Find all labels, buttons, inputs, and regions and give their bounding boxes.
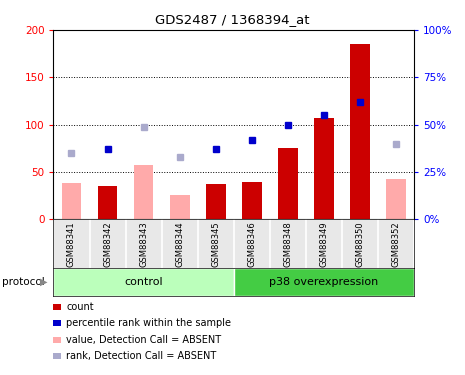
Text: value, Detection Call = ABSENT: value, Detection Call = ABSENT <box>66 335 222 345</box>
Text: GSM88341: GSM88341 <box>67 221 76 267</box>
Text: GSM88345: GSM88345 <box>211 221 220 267</box>
Bar <box>278 148 298 219</box>
Bar <box>314 118 334 219</box>
Text: GSM88348: GSM88348 <box>283 221 292 267</box>
Text: count: count <box>66 302 94 312</box>
Text: GSM88344: GSM88344 <box>175 221 184 267</box>
Text: GSM88342: GSM88342 <box>103 221 112 267</box>
Text: GSM88352: GSM88352 <box>392 221 400 267</box>
Bar <box>386 178 406 219</box>
Bar <box>53 268 234 296</box>
Bar <box>170 195 190 219</box>
Bar <box>242 182 262 219</box>
Text: ▶: ▶ <box>40 277 47 287</box>
Bar <box>98 186 118 219</box>
Bar <box>61 183 81 219</box>
Text: GDS2487 / 1368394_at: GDS2487 / 1368394_at <box>155 13 310 26</box>
Bar <box>234 268 414 296</box>
Text: percentile rank within the sample: percentile rank within the sample <box>66 318 232 328</box>
Bar <box>206 184 226 219</box>
Bar <box>133 165 153 219</box>
Bar <box>350 44 370 219</box>
Text: GSM88350: GSM88350 <box>355 221 364 267</box>
Text: GSM88349: GSM88349 <box>319 221 328 267</box>
Text: GSM88346: GSM88346 <box>247 221 256 267</box>
Text: p38 overexpression: p38 overexpression <box>269 277 379 287</box>
Text: control: control <box>124 277 163 287</box>
Text: protocol: protocol <box>2 277 45 287</box>
Text: GSM88343: GSM88343 <box>139 221 148 267</box>
Text: rank, Detection Call = ABSENT: rank, Detection Call = ABSENT <box>66 351 217 361</box>
